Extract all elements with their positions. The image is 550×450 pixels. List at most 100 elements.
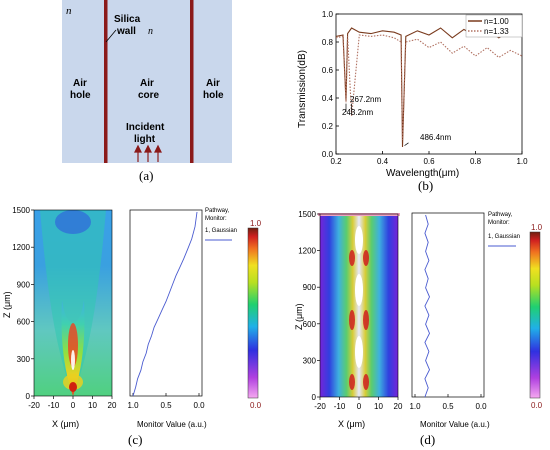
caption-b: (b) [418, 178, 433, 193]
y-tick-label-b: 0.4 [322, 94, 334, 103]
monitor-frame-d [411, 212, 485, 398]
xlabel-c: X (μm) [52, 419, 79, 429]
monitor-line-d [424, 214, 430, 398]
air-hole-right-1: Air [206, 78, 220, 89]
air-core-1: Air [140, 78, 154, 89]
caption-c: (c) [128, 432, 142, 447]
legend-item-2: n=1.33 [484, 27, 509, 36]
monitor-legend-d-3: 1, Gaussian [488, 234, 520, 240]
series-lines-b [335, 27, 523, 148]
colorbar-d-top: 1.0 [531, 223, 543, 232]
xlabel-b: Wavelength(μm) [386, 168, 459, 179]
annotation-486: 486.4nm [420, 133, 451, 142]
series-line-2 [335, 34, 523, 141]
air-hole-right-2: hole [203, 90, 224, 101]
silica-wall-right [190, 0, 194, 163]
axes-b: 0.2 0.4 0.6 0.8 1.00.00.20.40.60.81.0 [322, 10, 528, 166]
monitor-xlabel-d: Monitor Value (a.u.) [420, 420, 490, 429]
annotation-243: 243.2nm [342, 108, 373, 117]
y-tick-label-b: 0.0 [322, 150, 334, 159]
y-tick-label: 0 [26, 392, 31, 401]
monitor-legend-c-1: Pathway, [205, 208, 230, 214]
colorbar-d [529, 231, 541, 399]
n-wall-label: n [148, 26, 153, 37]
silica-label-2: wall [116, 26, 136, 37]
y-tick-label-b: 0.8 [322, 38, 334, 47]
x-tick-label: 20 [108, 401, 117, 410]
monitor-line-c [132, 211, 198, 397]
monitor-series-line [132, 211, 198, 397]
y-tick-label: 300 [17, 355, 31, 364]
monitor-xlabel-c: Monitor Value (a.u.) [137, 420, 207, 429]
ylabel-c: Z (μm) [2, 291, 12, 318]
y-tick-label: 1200 [12, 243, 30, 252]
monitor-x-tick-label: 0.5 [442, 402, 454, 411]
silica-wall-left [104, 0, 108, 163]
axes-d: -20 -10 0 10 20 0 300 600 900 1200 1500 [298, 210, 403, 411]
y-tick-label: 900 [303, 283, 317, 292]
x-tick-label: 10 [88, 401, 97, 410]
colorbar-d-bottom: 0.0 [531, 401, 543, 410]
incident-arrows [134, 144, 162, 162]
panel-d: -20 -10 0 10 20 0 300 600 900 1200 1500 Z (μm) X (… [294, 210, 543, 447]
monitor-x-tick-label: 0.5 [160, 401, 172, 410]
x-tick-label-b: 0.4 [377, 157, 389, 166]
panel-a-schematic: n Silica wall n Air hole Air core Air ho… [62, 0, 232, 183]
monitor-legend-d-2: Monitor: [488, 220, 510, 226]
y-tick-label: 1200 [298, 247, 316, 256]
field-map-c [33, 209, 113, 397]
x-tick-label: -10 [48, 401, 60, 410]
ylabel-b: Transmission(dB) [297, 50, 308, 128]
caption-d: (d) [420, 432, 435, 447]
x-tick-label: -20 [314, 402, 326, 411]
annotation-267: 267.2nm [350, 95, 381, 104]
panel-b-transmission-chart: 0.2 0.4 0.6 0.8 1.00.00.20.40.60.81.0 Transm… [297, 10, 528, 193]
y-tick-label: 300 [303, 356, 317, 365]
x-tick-label: 20 [394, 402, 403, 411]
monitor-x-tick-label: 1.0 [127, 401, 139, 410]
y-tick-label-b: 1.0 [322, 10, 334, 19]
monitor-legend-c-3: 1, Gaussian [205, 228, 237, 234]
incident-1: Incident [126, 122, 165, 133]
legend-item-1: n=1.00 [484, 17, 509, 26]
y-tick-label: 1500 [298, 210, 316, 219]
monitor-frame-c [129, 209, 203, 397]
fiber-cross-section [62, 0, 232, 163]
monitor-x-tick-label: 1.0 [409, 402, 421, 411]
monitor-axes-d: 1.0 0.5 0.0 [409, 394, 487, 411]
colorbar-c-bottom: 0.0 [250, 401, 262, 410]
y-tick-label: 600 [17, 318, 31, 327]
y-tick-label-b: 0.2 [322, 122, 334, 131]
monitor-legend-c-2: Monitor: [205, 216, 227, 222]
caption-a: (a) [139, 168, 153, 183]
air-hole-left-1: Air [73, 78, 87, 89]
x-tick-label: 0 [71, 401, 76, 410]
x-tick-label: 0 [357, 402, 362, 411]
silica-pointer [105, 29, 117, 43]
colorbar-c [247, 227, 259, 399]
colorbar-c-top: 1.0 [250, 219, 262, 228]
legend-b: n=1.00 n=1.33 [465, 14, 523, 38]
y-tick-label: 0 [312, 393, 317, 402]
air-core-2: core [138, 90, 160, 101]
ylabel-d: Z (μm) [294, 303, 304, 330]
monitor-series-line [424, 214, 430, 398]
silica-label-1: Silica [114, 14, 141, 25]
monitor-legend-d-1: Pathway, [488, 212, 513, 218]
x-tick-label-b: 0.2 [330, 157, 342, 166]
air-hole-left-2: hole [70, 90, 91, 101]
x-tick-label: -20 [28, 401, 40, 410]
x-tick-label: -10 [334, 402, 346, 411]
panel-c: -20 -10 0 10 20 0 300 600 900 1200 1500 Z (μm) X (… [2, 206, 262, 447]
y-tick-label: 1500 [12, 206, 30, 215]
y-tick-label-b: 0.6 [322, 66, 334, 75]
monitor-x-tick-label: 0.0 [475, 402, 487, 411]
x-tick-label-b: 0.8 [470, 157, 482, 166]
y-tick-label: 900 [17, 280, 31, 289]
xlabel-d: X (μm) [338, 419, 365, 429]
x-tick-label: 10 [374, 402, 383, 411]
field-map-d [318, 213, 400, 398]
annotation-arrow [404, 142, 409, 146]
incident-2: light [134, 134, 156, 145]
y-tick-label: 600 [303, 320, 317, 329]
